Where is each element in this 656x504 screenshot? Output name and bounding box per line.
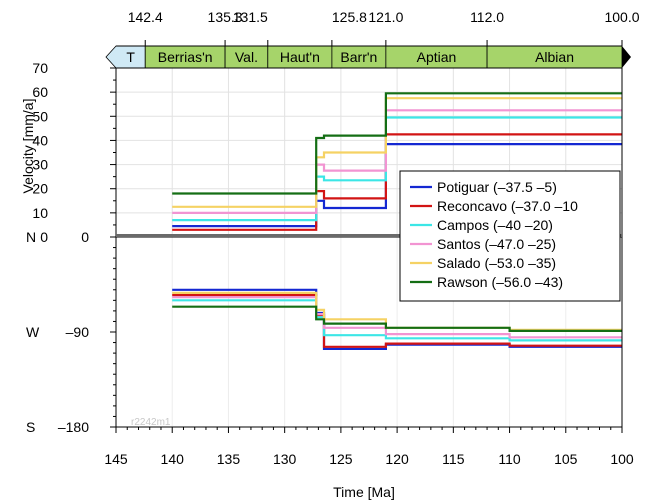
legend-label: Rawson (–56.0 –43) [437,274,563,290]
top-tick-label: 142.4 [128,9,163,25]
x-tick-label: 135 [217,451,241,467]
x-tick-label: 130 [273,451,297,467]
y-tick-label: 0 [40,229,48,245]
stage-label: T [126,49,135,65]
y-tick-label: 50 [32,108,48,124]
top-tick-label: 112.0 [470,9,504,25]
x-tick-label: 140 [161,451,185,467]
x-tick-label: 125 [329,451,353,467]
stage-label: Albian [535,49,574,65]
stage-bar: T Berrias'n Val. Haut'n Barr'n Aptian Albian [105,45,631,69]
y-tick-label: 40 [32,132,48,148]
direction-letter: W [26,324,40,340]
legend-label: Santos (–47.0 –25) [437,236,556,252]
y-tick-label: –90 [66,324,90,340]
direction-panel: N 0W –90S –180 [26,229,623,435]
y-tick-label: 0 [81,229,89,245]
velocity-series-line [172,92,622,195]
x-tick-label: 145 [104,451,128,467]
stage-label: Berrias'n [158,49,213,65]
x-axis-label: Time [Ma] [333,484,395,500]
stage-label: Val. [235,49,258,65]
top-tick-label: 121.0 [368,9,403,25]
x-tick-label: 105 [554,451,578,467]
watermark-label: r2242m1 [131,417,171,428]
arrow-right-icon [622,46,631,68]
legend-label: Reconcavo (–37.0 –10 [437,198,578,214]
y-tick-label: 10 [32,205,48,221]
x-tick-label: 115 [442,451,465,467]
stage-label: Haut'n [280,49,320,65]
top-tick-label: 135.3 [208,9,243,25]
x-tick-label: 100 [610,451,634,467]
legend-label: Potiguar (–37.5 –5) [437,179,557,195]
direction-series-line [172,305,622,332]
top-tick-label: 100.0 [604,9,639,25]
legend-box [399,170,621,302]
legend-label: Campos (–40 –20) [437,217,553,233]
y-tick-label: 20 [32,181,48,197]
x-tick-label: 110 [498,451,521,467]
time-axis: 145 140 135 130 125 120 115 110 105 100 [104,427,634,467]
y-tick-label: –180 [58,419,89,435]
stage-label: Barr'n [340,49,377,65]
y-tick-label: 70 [32,60,48,76]
y-tick-label: 30 [32,157,48,173]
direction-letter: S [26,419,35,435]
top-tick-label: 125.8 [332,9,367,25]
x-tick-label: 120 [385,451,409,467]
y-tick-label: 60 [32,84,48,100]
direction-letter: N [26,229,36,245]
velocity-axis-label: Velocity [mm/a] [20,99,36,194]
legend: Potiguar (–37.5 –5) Reconcavo (–37.0 –10 C… [399,170,621,302]
stage-label: Aptian [417,49,457,65]
legend-label: Salado (–53.0 –35) [437,255,556,271]
top-tick-label: 131.5 [233,9,268,25]
